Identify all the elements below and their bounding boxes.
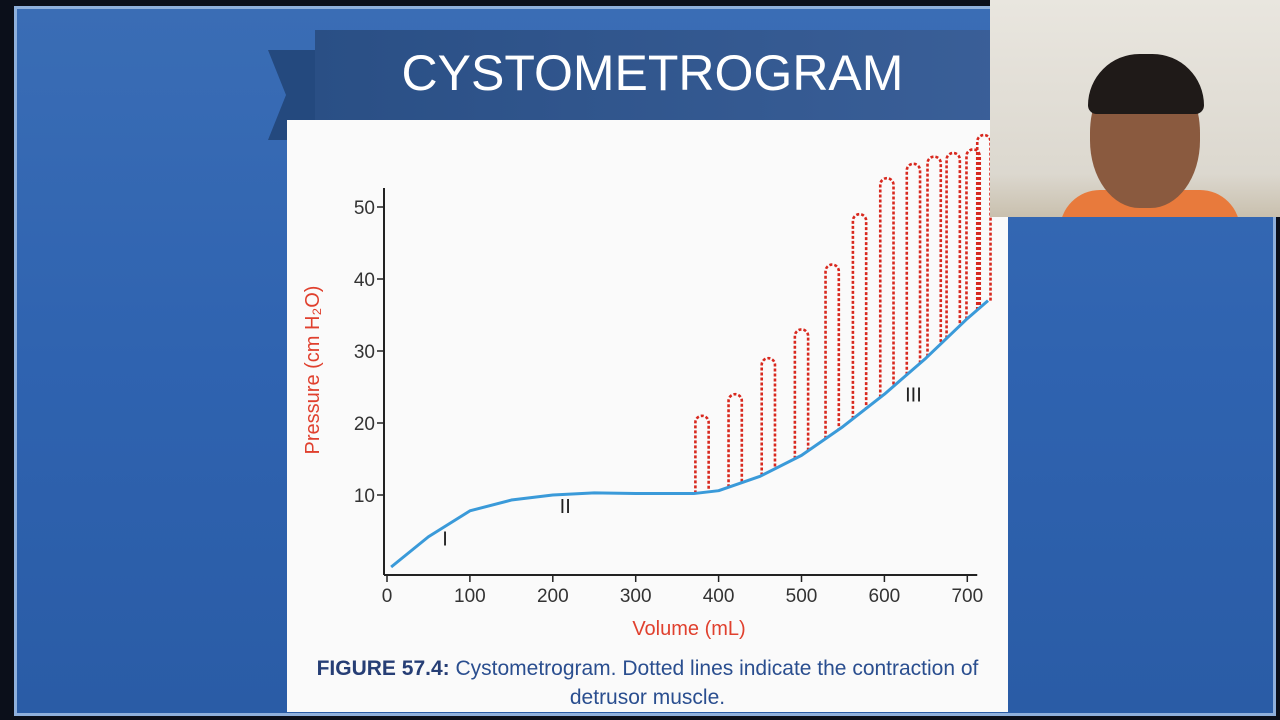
x-tick-label: 600: [869, 586, 901, 607]
contraction-loop: [824, 263, 841, 439]
y-tick-label: 50: [354, 198, 375, 219]
cystometrogram-chart: 0 100 200 300 400 500 600 700 10 20 30 40 50 Volume (…: [302, 133, 992, 640]
y-tick-label: 40: [354, 270, 375, 291]
figure-panel: 0 100 200 300 400 500 600 700 10 20 30 40 50 Volume (…: [287, 120, 1008, 712]
x-tick-label: 200: [537, 586, 569, 607]
contraction-loop: [878, 176, 895, 398]
figure-caption: FIGURE 57.4: Cystometrogram. Dotted line…: [287, 654, 1008, 712]
presenter-headphones-hair: [1088, 54, 1204, 114]
x-tick-label: 300: [620, 586, 652, 607]
slide-title: CYSTOMETROGRAM: [401, 45, 904, 101]
pressure-curve: [390, 299, 990, 569]
y-tick-label: 20: [354, 414, 375, 435]
phase-label: III: [905, 384, 922, 406]
contraction-loop: [945, 151, 962, 339]
contraction-loop: [793, 328, 810, 459]
contraction-loop: [851, 212, 868, 419]
title-banner: [315, 30, 1005, 120]
phase-label: I: [442, 528, 448, 550]
contraction-loop: [926, 155, 943, 357]
contraction-loop: [694, 414, 710, 494]
x-tick-label: 500: [786, 586, 818, 607]
x-axis-label: Volume (mL): [632, 618, 745, 640]
x-tick-label: 0: [382, 586, 393, 607]
x-tick-label: 400: [703, 586, 735, 607]
y-tick-label: 10: [354, 486, 375, 507]
y-axis-label: Pressure (cm H₂O): [302, 286, 324, 455]
x-tick-label: 100: [454, 586, 486, 607]
caption-text: Cystometrogram. Dotted lines indicate th…: [449, 657, 979, 709]
caption-label: FIGURE 57.4:: [316, 657, 450, 680]
contraction-loop: [727, 392, 744, 488]
contraction-loop: [905, 162, 922, 375]
x-tick-label: 700: [951, 586, 983, 607]
presenter-webcam: [990, 0, 1280, 217]
contraction-loop: [760, 356, 777, 476]
y-tick-label: 30: [354, 342, 375, 363]
phase-label: II: [560, 496, 571, 518]
